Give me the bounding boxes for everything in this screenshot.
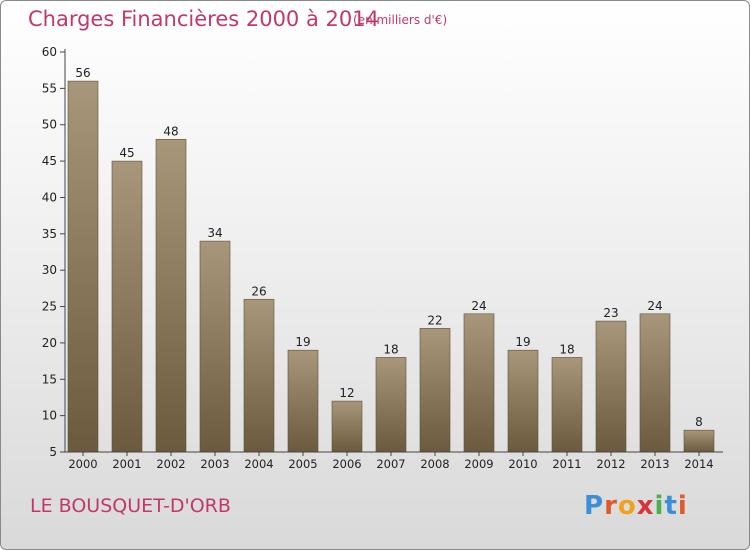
bar <box>331 400 363 453</box>
logo-letter: i <box>654 491 665 521</box>
x-tick-label: 2006 <box>332 457 361 471</box>
bar-value-label: 45 <box>119 146 134 160</box>
logo-letter: i <box>677 491 688 521</box>
bar-value-label: 56 <box>75 66 90 80</box>
bar <box>111 160 143 453</box>
x-tick-label: 2009 <box>464 457 493 471</box>
bar-value-label: 18 <box>559 342 574 356</box>
x-tick-label: 2001 <box>112 457 141 471</box>
logo-letter: o <box>617 491 637 521</box>
x-tick-label: 2014 <box>684 457 713 471</box>
bar-value-label: 8 <box>695 415 703 429</box>
x-tick-label: 2005 <box>288 457 317 471</box>
bar-value-label: 19 <box>515 335 530 349</box>
y-tick-label: 35 <box>42 227 57 241</box>
y-tick-label: 45 <box>42 154 57 168</box>
y-tick-label: 5 <box>49 445 57 459</box>
x-tick-label: 2011 <box>552 457 581 471</box>
bar-value-label: 23 <box>603 306 618 320</box>
x-tick-label: 2004 <box>244 457 273 471</box>
bar <box>463 313 495 453</box>
bar-value-label: 22 <box>427 313 442 327</box>
x-tick-label: 2013 <box>640 457 669 471</box>
x-tick-label: 2002 <box>156 457 185 471</box>
x-tick-label: 2008 <box>420 457 449 471</box>
y-tick-label: 55 <box>42 81 57 95</box>
y-tick-label: 50 <box>42 118 57 132</box>
bar-value-label: 48 <box>163 124 178 138</box>
logo-letter: t <box>664 491 678 521</box>
logo-letter: x <box>636 491 655 521</box>
town-name: LE BOUSQUET-D'ORB <box>30 495 231 517</box>
y-axis: 5 10 15 20 25 30 35 40 45 50 55 60 <box>42 45 66 459</box>
bar-value-label: 34 <box>207 226 222 240</box>
bar-value-label: 24 <box>471 299 486 313</box>
bar <box>287 349 319 453</box>
x-tick-label: 2003 <box>200 457 229 471</box>
y-tick-label: 30 <box>42 263 57 277</box>
x-tick-label: 2010 <box>508 457 537 471</box>
chart-unit-label: (en milliers d'€) <box>353 13 448 27</box>
y-tick-label: 40 <box>42 190 57 204</box>
x-tick-label: 2007 <box>376 457 405 471</box>
bar <box>551 357 583 453</box>
logo-letter: P <box>584 491 605 521</box>
bar <box>243 298 275 453</box>
bar <box>507 349 539 453</box>
bar-value-label: 26 <box>251 284 266 298</box>
bar <box>155 138 187 453</box>
y-tick-label: 25 <box>42 300 57 314</box>
logo-letter: r <box>604 491 618 521</box>
bar <box>595 320 627 453</box>
y-tick-label: 10 <box>42 409 57 423</box>
y-tick-label: 15 <box>42 372 57 386</box>
y-tick-label: 60 <box>42 45 57 59</box>
bars: 56 45 48 34 26 19 12 18 22 24 19 18 23 24 8 <box>67 66 715 453</box>
x-tick-label: 2012 <box>596 457 625 471</box>
bar <box>199 240 231 453</box>
bar-value-label: 18 <box>383 342 398 356</box>
bar <box>375 357 407 453</box>
bar-value-label: 24 <box>647 299 662 313</box>
bar <box>683 429 715 453</box>
bar <box>639 313 671 453</box>
bar <box>67 80 99 453</box>
x-tick-label: 2000 <box>68 457 97 471</box>
y-tick-label: 20 <box>42 336 57 350</box>
bar-value-label: 19 <box>295 335 310 349</box>
bar-value-label: 12 <box>339 386 354 400</box>
proxiti-logo: Proxiti <box>584 491 688 521</box>
x-axis: 2000 2001 2002 2003 2004 2005 2006 2007 2008 2009… <box>65 451 723 471</box>
bar <box>419 328 451 453</box>
chart-title: Charges Financières 2000 à 2014 <box>28 7 379 31</box>
